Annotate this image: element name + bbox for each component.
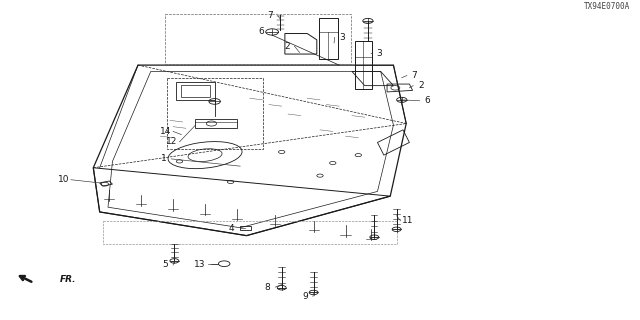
Text: 10: 10: [58, 175, 69, 184]
Text: 5: 5: [163, 260, 168, 269]
Text: TX94E0700A: TX94E0700A: [584, 3, 630, 12]
Text: 9: 9: [303, 292, 308, 301]
Text: 8: 8: [265, 283, 271, 292]
Text: 4: 4: [229, 224, 235, 233]
Text: 6: 6: [424, 96, 430, 105]
Text: 2: 2: [284, 42, 290, 51]
Text: 1: 1: [161, 154, 166, 164]
Text: 3: 3: [339, 33, 345, 42]
Text: 7: 7: [412, 71, 417, 80]
Text: 14: 14: [160, 127, 171, 136]
Text: 6: 6: [259, 28, 264, 36]
Text: 13: 13: [194, 260, 205, 268]
Text: 3: 3: [376, 49, 381, 58]
Text: 12: 12: [166, 137, 177, 146]
Text: 11: 11: [403, 216, 414, 225]
Text: 2: 2: [418, 81, 424, 90]
Text: 7: 7: [268, 11, 273, 20]
Text: FR.: FR.: [60, 275, 76, 284]
